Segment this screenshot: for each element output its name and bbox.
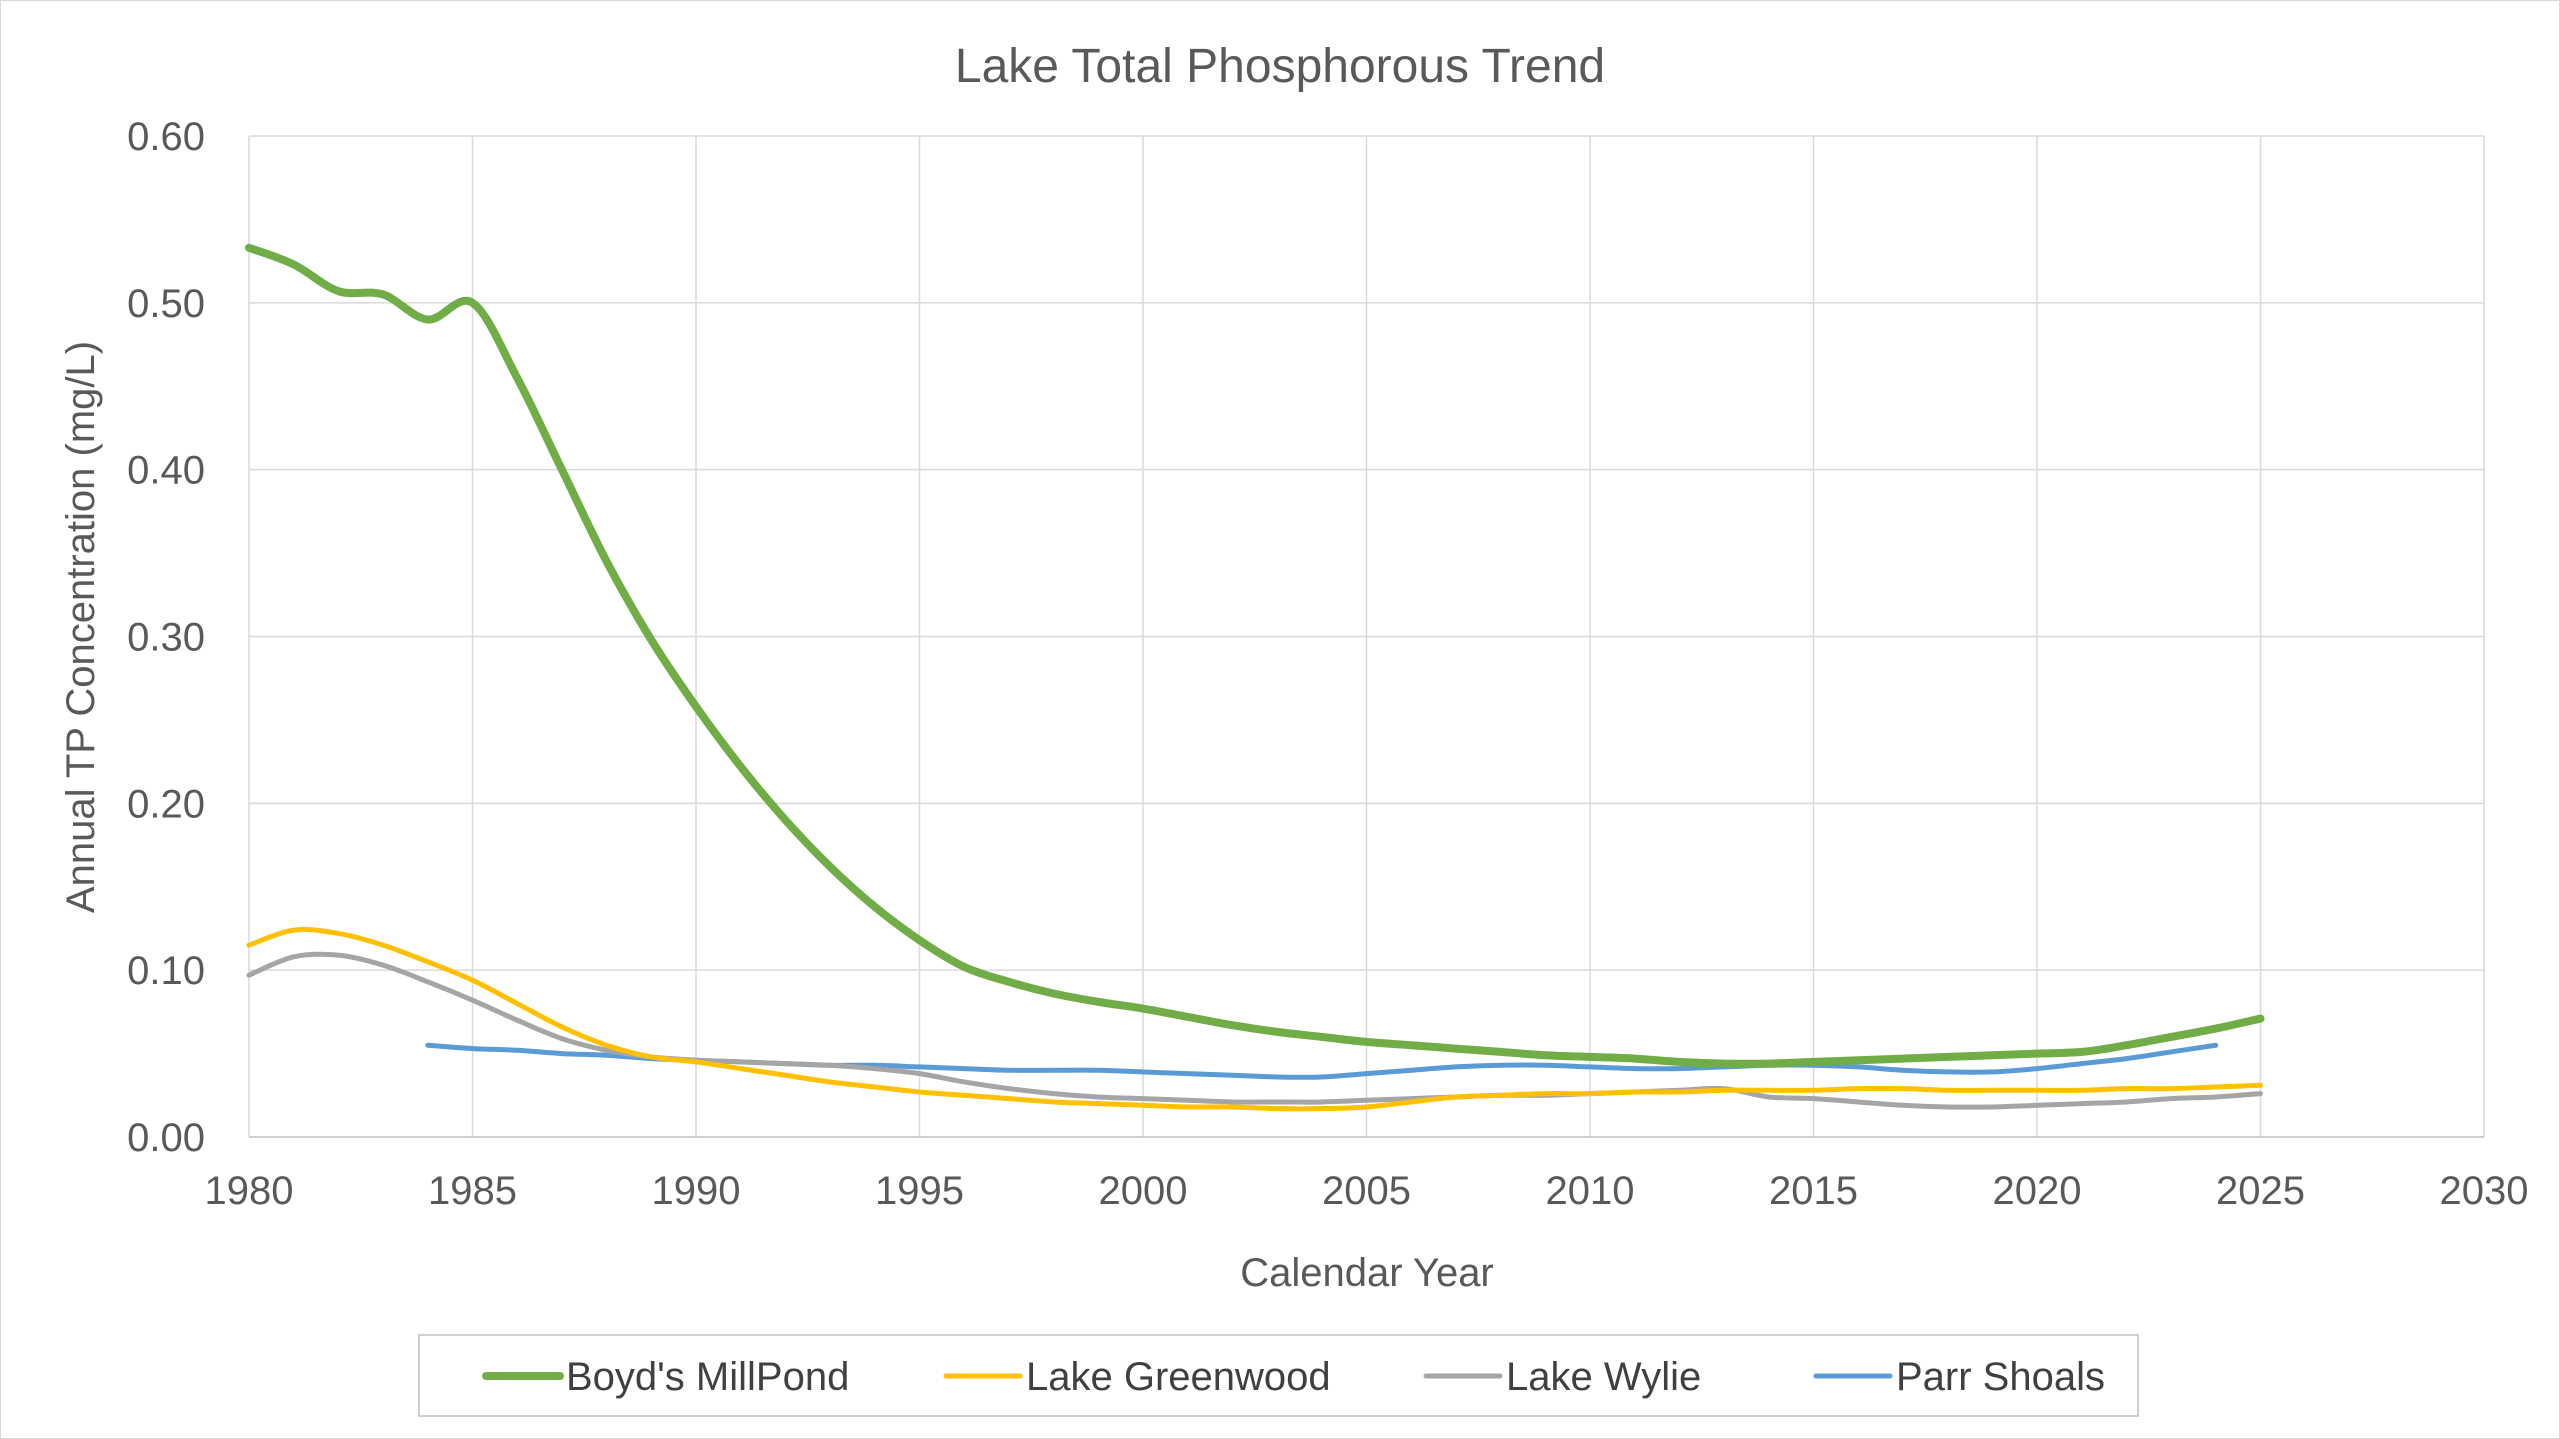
legend: Boyd's MillPond Lake Greenwood Lake Wylie P… — [418, 1334, 2139, 1417]
x-tick-label: 1990 — [652, 1169, 741, 1213]
legend-label-boyds-millpond: Boyd's MillPond — [566, 1355, 849, 1399]
gridlines — [249, 135, 2485, 1137]
chart-title: Lake Total Phosphorous Trend — [955, 40, 1605, 93]
y-tick-label: 0.00 — [127, 1116, 205, 1160]
x-axis-ticks: 1980 1985 1990 1995 2000 2005 2010 2015 2020 2025… — [205, 1169, 2529, 1213]
legend-label-parr-shoals: Parr Shoals — [1896, 1355, 2105, 1399]
y-axis-ticks: 0.00 0.10 0.20 0.30 0.40 0.50 0.60 — [127, 115, 205, 1160]
y-tick-label: 0.30 — [127, 616, 205, 660]
series-layer — [245, 243, 2265, 1112]
y-tick-label: 0.60 — [127, 115, 205, 159]
y-tick-label: 0.10 — [127, 949, 205, 993]
y-tick-label: 0.40 — [127, 449, 205, 493]
y-tick-label: 0.20 — [127, 782, 205, 826]
x-tick-label: 1995 — [875, 1169, 964, 1213]
x-tick-label: 2020 — [1993, 1169, 2082, 1213]
x-tick-label: 2025 — [2216, 1169, 2305, 1213]
axes — [248, 136, 2484, 1138]
series-line-boyds-millpond — [245, 243, 2265, 1068]
y-tick-label: 0.50 — [127, 282, 205, 326]
x-tick-label: 2015 — [1769, 1169, 1858, 1213]
x-tick-label: 1980 — [205, 1169, 294, 1213]
series-line-lake-greenwood — [246, 926, 2263, 1112]
legend-label-lake-wylie: Lake Wylie — [1506, 1355, 1701, 1399]
x-tick-label: 2030 — [2440, 1169, 2529, 1213]
series-line-lake-wylie — [246, 951, 2263, 1110]
x-tick-label: 2000 — [1099, 1169, 1188, 1213]
x-tick-label: 2005 — [1322, 1169, 1411, 1213]
legend-label-lake-greenwood: Lake Greenwood — [1026, 1355, 1331, 1399]
y-axis-title: Annual TP Concentration (mg/L) — [59, 341, 103, 913]
x-tick-label: 1985 — [428, 1169, 517, 1213]
x-axis-title: Calendar Year — [1240, 1251, 1494, 1295]
x-tick-label: 2010 — [1546, 1169, 1635, 1213]
